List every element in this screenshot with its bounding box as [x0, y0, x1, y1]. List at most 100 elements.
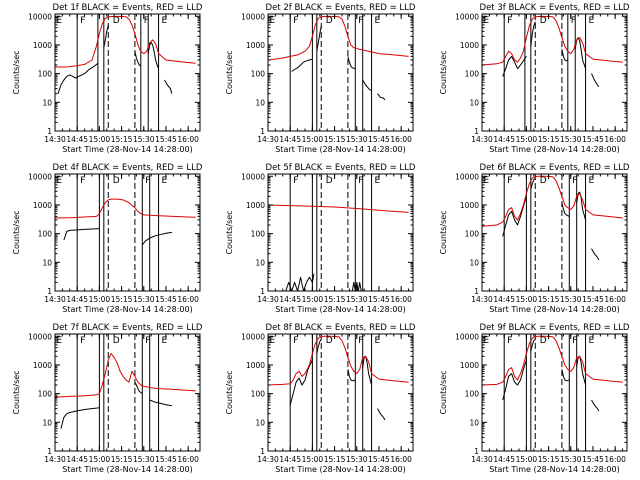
y-axis-label: Counts/sec	[225, 370, 234, 414]
events-series-line	[316, 26, 322, 52]
detector-panel: Det 6f BLACK = Events, RED = LLD Counts/s…	[439, 163, 630, 314]
x-tick-label: 16:00	[604, 295, 626, 304]
plot-frame	[267, 13, 414, 132]
x-tick-label: 15:15	[324, 455, 346, 464]
plot-frame	[481, 333, 628, 452]
x-tick-label: 14:45	[493, 455, 515, 464]
x-axis-label: Start Time (28-Nov-14 14:28:00)	[275, 465, 405, 474]
x-tick-label: 16:00	[390, 135, 412, 144]
plot-area	[268, 174, 409, 291]
state-flag-label: F	[80, 176, 85, 186]
x-tick-label: 15:00	[89, 455, 111, 464]
events-series-line	[502, 359, 527, 401]
x-tick-label: 15:30	[560, 455, 582, 464]
x-tick-label: 15:15	[111, 295, 133, 304]
x-tick-label: 15:30	[133, 455, 155, 464]
events-series-line	[530, 21, 536, 47]
y-tick-label: 10000	[28, 172, 52, 181]
y-tick-label: 1000	[246, 201, 265, 210]
events-series-line	[576, 355, 587, 386]
events-series-line	[530, 338, 536, 352]
events-series-line	[362, 79, 372, 92]
y-tick-label: 1	[47, 287, 52, 296]
y-tick-label: 1	[474, 447, 479, 456]
y-tick-label: 10000	[455, 332, 479, 341]
detector-panel: Det 5f BLACK = Events, RED = LLD Counts/s…	[225, 163, 416, 314]
panel-title: Det 3f BLACK = Events, RED = LLD	[480, 3, 630, 13]
x-tick-label: 15:45	[155, 135, 177, 144]
x-axis-label: Start Time (28-Nov-14 14:28:00)	[275, 145, 405, 154]
state-flag-label: D	[113, 176, 120, 186]
state-flag-label: E	[375, 176, 381, 186]
events-series-line	[574, 37, 587, 69]
x-tick-label: 15:15	[538, 135, 560, 144]
y-tick-label: 1000	[460, 361, 479, 370]
panel-title: Det 8f BLACK = Events, RED = LLD	[266, 323, 416, 333]
events-series-line	[149, 399, 172, 407]
plot-frame	[267, 173, 414, 292]
y-tick-label: 10	[42, 98, 52, 107]
x-tick-label: 15:00	[516, 455, 538, 464]
x-tick-label: 14:30	[471, 455, 493, 464]
x-tick-label: 15:00	[89, 295, 111, 304]
state-flag-label: D	[540, 336, 547, 346]
x-tick-label: 15:30	[346, 135, 368, 144]
x-tick-label: 15:15	[538, 455, 560, 464]
state-flag-label: E	[269, 16, 275, 26]
state-flag-label: E	[162, 16, 168, 26]
state-flag-label: F	[358, 176, 363, 186]
y-tick-label: 10000	[455, 172, 479, 181]
state-flag-label: E	[375, 336, 381, 346]
events-series-line	[285, 273, 315, 291]
events-series-line	[347, 56, 356, 70]
x-tick-label: 15:30	[346, 295, 368, 304]
detector-panel: Det 7f BLACK = Events, RED = LLD Counts/s…	[12, 323, 203, 474]
state-flag-label: F	[80, 16, 85, 26]
y-tick-label: 100	[38, 230, 53, 239]
y-axis-label: Counts/sec	[12, 370, 21, 414]
y-tick-label: 1000	[246, 361, 265, 370]
y-tick-label: 100	[251, 390, 266, 399]
x-tick-label: 15:00	[516, 295, 538, 304]
state-flag-label: D	[540, 16, 547, 26]
state-flag-label: F	[507, 176, 512, 186]
x-tick-label: 15:45	[155, 295, 177, 304]
x-tick-label: 15:45	[368, 135, 390, 144]
events-series-line	[561, 369, 570, 382]
detector-panel: Det 3f BLACK = Events, RED = LLD Counts/s…	[439, 3, 630, 154]
events-series-line	[134, 381, 143, 395]
x-tick-label: 14:30	[44, 135, 66, 144]
state-flag-label: F	[293, 16, 298, 26]
state-flag-label: F	[507, 336, 512, 346]
state-flag-label: E	[56, 336, 62, 346]
lld-series-line	[268, 335, 409, 386]
x-tick-label: 14:45	[66, 455, 88, 464]
plot-area	[268, 334, 409, 451]
lld-series-line	[268, 15, 409, 61]
panel-title: Det 7f BLACK = Events, RED = LLD	[53, 323, 203, 333]
y-tick-label: 100	[465, 70, 480, 79]
x-tick-label: 14:30	[257, 295, 279, 304]
state-flag-label: F	[145, 176, 150, 186]
x-tick-label: 15:15	[324, 135, 346, 144]
events-series-line	[362, 355, 373, 386]
events-series-line	[57, 62, 99, 94]
plot-frame	[481, 173, 628, 292]
events-series-line	[63, 228, 100, 241]
events-series-line	[591, 73, 600, 88]
y-tick-label: 100	[465, 230, 480, 239]
x-tick-label: 16:00	[390, 455, 412, 464]
x-tick-label: 15:45	[368, 295, 390, 304]
x-tick-label: 15:30	[560, 135, 582, 144]
y-tick-label: 10000	[28, 12, 52, 21]
state-flag-label: F	[572, 176, 577, 186]
state-flag-label: E	[162, 336, 168, 346]
x-tick-label: 14:30	[257, 455, 279, 464]
panel-title: Det 5f BLACK = Events, RED = LLD	[266, 163, 416, 173]
state-flag-label: E	[483, 176, 489, 186]
detector-panel: Det 9f BLACK = Events, RED = LLD Counts/s…	[439, 323, 630, 474]
state-flag-label: E	[162, 176, 168, 186]
state-flag-label: E	[589, 16, 595, 26]
events-series-line	[60, 407, 100, 429]
